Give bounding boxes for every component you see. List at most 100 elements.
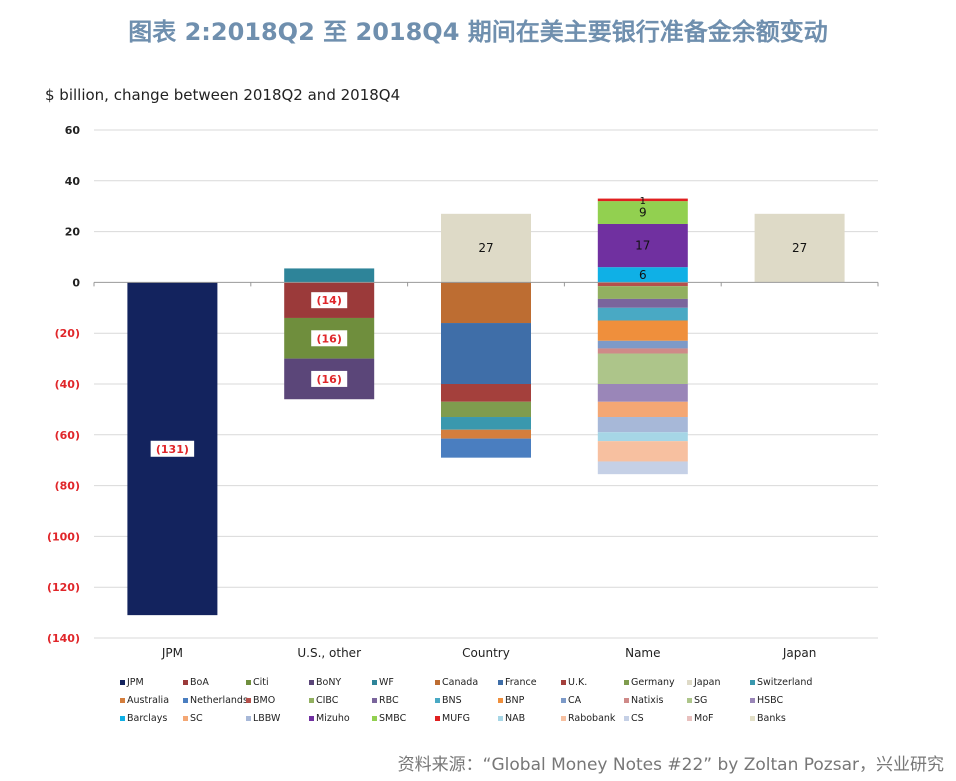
legend-label: BoNY [316, 677, 342, 688]
legend-swatch [750, 680, 755, 685]
data-label-box [311, 292, 348, 309]
x-tick-label: Country [462, 646, 510, 660]
legend-swatch [498, 716, 503, 721]
legend-item: BoA [183, 677, 246, 688]
legend-swatch [561, 680, 566, 685]
y-tick-label: (40) [55, 378, 80, 391]
legend-swatch [561, 698, 566, 703]
legend-item: NAB [498, 713, 561, 724]
legend-item: Netherlands [183, 695, 248, 706]
legend-swatch [561, 716, 566, 721]
bar-segment [441, 323, 531, 384]
legend-item: CIBC [309, 695, 372, 706]
legend-label: LBBW [253, 713, 281, 724]
legend-row: JPM BoA Citi BoNY WF Canada France U.K. Germany J… [120, 670, 840, 688]
legend-swatch [372, 680, 377, 685]
y-tick-label: (100) [47, 530, 80, 543]
y-tick-label: (20) [55, 327, 80, 340]
data-label-box [311, 370, 348, 387]
legend-swatch [120, 716, 125, 721]
data-label: (131) [156, 443, 189, 456]
bar-segment [597, 223, 688, 268]
legend-swatch [246, 698, 251, 703]
legend-row: Barclays SC LBBW Mizuho SMBC MUFG NAB Rabobank C… [120, 706, 840, 724]
bar-segment [754, 213, 845, 283]
legend-label: Natixis [631, 695, 664, 706]
bar-segment [597, 401, 688, 418]
bar-segment [597, 441, 688, 462]
legend-item: BNP [498, 695, 561, 706]
source-note: 资料来源：“Global Money Notes #22” by Zoltan … [397, 755, 944, 775]
legend-swatch [435, 716, 440, 721]
legend-swatch [183, 698, 188, 703]
legend-label: BNP [505, 695, 525, 706]
legend-label: CA [568, 695, 582, 706]
legend-label: SC [190, 713, 203, 724]
legend-item: Mizuho [309, 713, 372, 724]
legend-label: Japan [694, 677, 721, 688]
bar-segment [441, 282, 531, 324]
bar-segment [597, 320, 688, 341]
legend-label: BoA [190, 677, 209, 688]
legend-swatch [624, 698, 629, 703]
y-tick-label: 0 [72, 276, 80, 289]
y-tick-label: (120) [47, 581, 80, 594]
legend-item: Rabobank [561, 713, 624, 724]
bar-segment [597, 307, 688, 321]
bar-segment [441, 417, 531, 430]
bar-segment [597, 286, 688, 299]
legend-label: CIBC [316, 695, 339, 706]
legend-label: Banks [757, 713, 786, 724]
legend-label: Switzerland [757, 677, 813, 688]
legend-swatch [498, 680, 503, 685]
bar-segment [597, 461, 688, 475]
legend-item: Citi [246, 677, 309, 688]
legend-item: MUFG [435, 713, 498, 724]
bar-segment [597, 282, 688, 287]
legend-label: SG [694, 695, 708, 706]
y-tick-label: (80) [55, 480, 80, 493]
legend-swatch [120, 698, 125, 703]
x-tick-label: Name [625, 646, 660, 660]
chart-subtitle: $ billion, change between 2018Q2 and 201… [45, 86, 401, 104]
data-label: (14) [317, 294, 342, 307]
legend-label: JPM [127, 677, 144, 688]
data-label: 1 [640, 196, 646, 207]
bar-segment [441, 401, 531, 418]
x-tick-label: Japan [782, 646, 816, 660]
legend-item: Canada [435, 677, 498, 688]
legend-label: France [505, 677, 537, 688]
bar-segment [441, 213, 531, 283]
legend-item: U.K. [561, 677, 624, 688]
legend-item: Germany [624, 677, 687, 688]
legend-swatch [246, 716, 251, 721]
legend-label: Canada [442, 677, 479, 688]
legend-item: Switzerland [750, 677, 813, 688]
legend-swatch [309, 716, 314, 721]
bar-segment [284, 268, 375, 283]
bar-segment [597, 340, 688, 349]
legend-label: Mizuho [316, 713, 350, 724]
legend-label: HSBC [757, 695, 784, 706]
legend-swatch [498, 698, 503, 703]
data-label: 27 [478, 241, 493, 255]
legend-item: CS [624, 713, 687, 724]
y-tick-label: (60) [55, 429, 80, 442]
legend-item: HSBC [750, 695, 813, 706]
legend-row: Australia Netherlands BMO CIBC RBC BNS BNP CA Na… [120, 688, 840, 706]
legend-label: BMO [253, 695, 276, 706]
bar-segment [441, 384, 531, 402]
legend-label: Barclays [127, 713, 168, 724]
x-tick-label: JPM [161, 646, 183, 660]
y-tick-label: 40 [65, 175, 81, 188]
data-label: 9 [639, 206, 647, 220]
chart-title: 图表 2:2018Q2 至 2018Q4 期间在美主要银行准备金余额变动 [128, 18, 828, 46]
legend-label: RBC [379, 695, 399, 706]
bar-segment [597, 384, 688, 402]
y-tick-label: 20 [65, 226, 81, 239]
legend-item: JPM [120, 677, 183, 688]
legend-label: Rabobank [568, 713, 616, 724]
legend-swatch [750, 716, 755, 721]
legend-swatch [687, 716, 692, 721]
bar-segment [441, 429, 531, 439]
